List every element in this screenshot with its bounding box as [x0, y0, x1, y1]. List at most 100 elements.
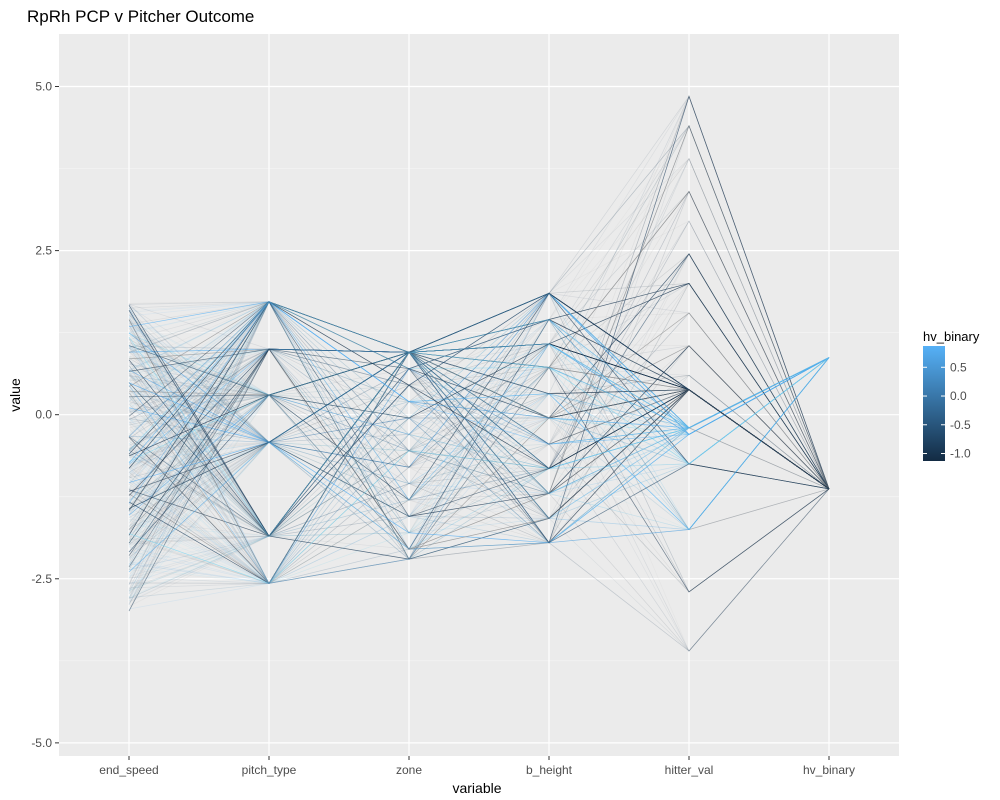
series-line	[128, 292, 830, 598]
series-line	[128, 351, 830, 584]
series-line	[128, 389, 830, 550]
y-axis: -5.0 -2.5 0.0 2.5 5.0	[31, 80, 59, 750]
series-line	[128, 292, 830, 611]
series-line	[128, 253, 830, 584]
y-tick-label: 5.0	[35, 80, 52, 94]
series-line	[128, 307, 830, 585]
series-line	[128, 320, 830, 519]
series-line	[128, 301, 830, 464]
series-line	[128, 351, 830, 584]
series-line	[128, 343, 830, 584]
series-line	[128, 466, 830, 652]
series-line	[128, 357, 830, 469]
series-line	[128, 282, 830, 501]
series-line	[128, 343, 830, 531]
series-line	[128, 125, 830, 560]
series-line	[128, 253, 830, 490]
series-line	[128, 190, 830, 584]
x-axis: end_speed pitch_type zone b_height hitter_va…	[99, 756, 855, 777]
series-line	[128, 220, 830, 506]
y-tick-label: 0.0	[35, 408, 52, 422]
x-tick-label-pitch_type: pitch_type	[242, 763, 297, 777]
series-line	[128, 301, 830, 517]
series-line	[128, 301, 830, 652]
data-lines	[128, 95, 830, 652]
series-line	[128, 282, 830, 544]
series-line	[128, 253, 830, 602]
series-line	[128, 343, 830, 593]
series-line	[128, 351, 830, 584]
series-line	[128, 368, 830, 595]
legend-label: 0.5	[950, 360, 967, 374]
series-line	[128, 351, 830, 465]
y-tick-label: -2.5	[31, 572, 52, 586]
series-line	[128, 307, 830, 585]
series-line	[128, 322, 830, 537]
series-line	[128, 124, 830, 550]
series-line	[128, 357, 830, 494]
series-line	[128, 348, 830, 450]
x-tick-label-hitter_val: hitter_val	[665, 763, 714, 777]
series-line	[128, 125, 830, 560]
series-line	[128, 389, 830, 544]
series-line	[128, 348, 830, 592]
series-line	[128, 282, 830, 559]
legend-label: 0.0	[950, 389, 967, 403]
series-line	[128, 351, 830, 585]
x-tick-label-b_height: b_height	[526, 763, 573, 777]
series-line	[128, 319, 830, 537]
series-line	[128, 389, 830, 604]
series-line	[128, 351, 830, 548]
series-line	[128, 368, 830, 652]
series-line	[128, 292, 830, 593]
series-line	[128, 318, 830, 550]
legend-label: -1.0	[950, 447, 971, 461]
series-line	[128, 320, 830, 652]
series-line	[128, 366, 830, 593]
series-line	[128, 292, 830, 580]
x-tick-label-end_speed: end_speed	[99, 763, 158, 777]
series-line	[128, 357, 830, 602]
series-line	[128, 351, 830, 565]
legend-ticks: 0.5 0.0 -0.5 -1.0	[923, 360, 971, 461]
series-line	[128, 158, 830, 584]
series-line	[128, 190, 830, 584]
series-line	[128, 351, 830, 522]
series-line	[128, 157, 830, 490]
series-line	[128, 343, 830, 490]
series-line	[128, 374, 830, 544]
series-line	[128, 301, 830, 504]
series-line	[128, 319, 830, 537]
series-line	[128, 292, 830, 537]
series-line	[128, 325, 830, 537]
series-line	[128, 343, 830, 531]
series-line	[128, 292, 830, 545]
series-line	[128, 95, 830, 544]
legend-title: hv_binary	[923, 329, 980, 344]
series-line	[128, 351, 830, 490]
series-line	[128, 301, 830, 560]
series-line	[128, 357, 830, 599]
series-line	[128, 357, 830, 598]
series-line	[128, 343, 830, 585]
series-line	[128, 292, 830, 593]
legend-label: -0.5	[950, 418, 971, 432]
plot-panel	[59, 34, 899, 756]
series-line	[128, 343, 830, 570]
series-line	[128, 301, 830, 519]
series-line	[128, 348, 830, 519]
series-line	[128, 351, 830, 652]
series-line	[128, 220, 830, 584]
x-tick-label-zone: zone	[396, 763, 422, 777]
series-line	[128, 301, 830, 593]
y-tick-label: -5.0	[31, 736, 52, 750]
series-line	[128, 158, 830, 534]
series-line	[128, 301, 830, 566]
series-line	[128, 301, 830, 560]
series-line	[128, 157, 830, 515]
series-line	[128, 319, 830, 435]
series-line	[128, 351, 830, 519]
series-line	[128, 366, 830, 593]
series-line	[128, 351, 830, 593]
color-legend: hv_binary 0.5 0.0 -0.5 -1.0	[923, 329, 980, 461]
